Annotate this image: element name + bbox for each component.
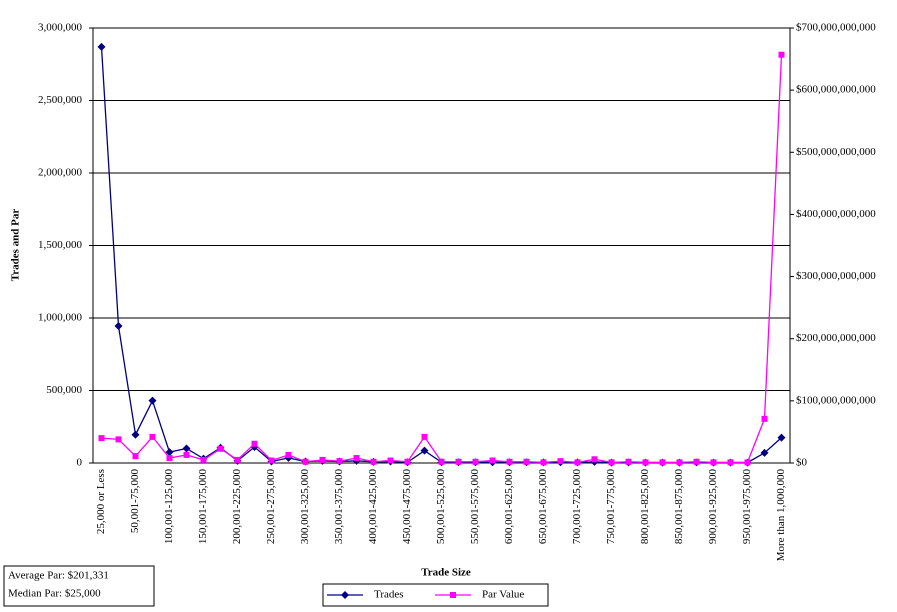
data-point — [302, 458, 309, 465]
x-tick-label: 800,001-825,000 — [639, 469, 651, 545]
data-point — [336, 458, 343, 465]
x-tick-label: 350,001-375,000 — [333, 469, 345, 545]
legend-marker — [450, 592, 456, 598]
x-tick-label: 900,001-925,000 — [707, 469, 719, 545]
data-point — [370, 458, 377, 465]
x-tick-label: 500,001-525,000 — [435, 469, 447, 545]
data-point — [455, 458, 462, 465]
data-point — [472, 458, 479, 465]
data-point — [98, 435, 105, 442]
data-point — [489, 457, 496, 464]
y2-tick-label: $100,000,000,000 — [796, 394, 876, 406]
data-point — [149, 433, 156, 440]
data-point — [387, 457, 394, 464]
data-point — [438, 458, 445, 465]
data-point — [506, 458, 513, 465]
y2-tick-label: $300,000,000,000 — [796, 270, 876, 282]
x-tick-label: 850,001-875,000 — [673, 469, 685, 545]
data-point — [114, 321, 123, 330]
data-point — [760, 448, 769, 457]
annotation: Average Par: $201,331 — [8, 570, 109, 582]
x-tick-label: 50,001-75,000 — [129, 469, 141, 534]
data-point — [353, 455, 360, 462]
data-point — [574, 459, 581, 466]
x-tick-label: 450,001-475,000 — [401, 469, 413, 545]
data-point — [540, 459, 547, 466]
y-tick-label: 2,500,000 — [38, 94, 83, 106]
data-point — [200, 456, 207, 463]
data-point — [319, 456, 326, 463]
data-point — [420, 446, 429, 455]
x-axis-title: Trade Size — [421, 567, 471, 579]
y2-tick-label: $400,000,000,000 — [796, 208, 876, 220]
x-tick-label: 650,001-675,000 — [537, 469, 549, 545]
x-tick-label: 250,001-275,000 — [265, 469, 277, 545]
x-tick-label: 600,001-625,000 — [503, 469, 515, 545]
data-point — [557, 458, 564, 465]
x-tick-label: 200,001-225,000 — [231, 469, 243, 545]
x-tick-label: More than 1,000,000 — [775, 469, 787, 562]
data-point — [693, 458, 700, 465]
x-tick-label: 100,001-125,000 — [163, 469, 175, 545]
data-point — [217, 445, 224, 452]
legend-label: Trades — [374, 589, 404, 601]
x-tick-label: 400,001-425,000 — [367, 469, 379, 545]
data-point — [744, 459, 751, 466]
data-point — [761, 415, 768, 422]
data-point — [659, 459, 666, 466]
x-tick-label: 950,001-975,000 — [741, 469, 753, 545]
y2-tick-label: $700,000,000,000 — [796, 22, 876, 34]
data-point — [591, 456, 598, 463]
series-line — [100, 46, 782, 464]
y2-tick-label: $0 — [796, 457, 808, 469]
data-point — [97, 42, 106, 51]
data-point — [148, 396, 157, 405]
data-point — [710, 459, 717, 466]
data-point — [625, 458, 632, 465]
x-tick-label: 25,000 or Less — [95, 469, 107, 534]
data-point — [523, 458, 530, 465]
y2-tick-label: $200,000,000,000 — [796, 332, 876, 344]
data-point — [676, 459, 683, 466]
x-tick-label: 700,001-725,000 — [571, 469, 583, 545]
x-tick-label: 550,001-575,000 — [469, 469, 481, 545]
data-point — [166, 455, 173, 462]
data-point — [778, 51, 785, 58]
y-tick-label: 1,500,000 — [38, 239, 83, 251]
data-point — [251, 440, 258, 447]
y2-tick-label: $500,000,000,000 — [796, 146, 876, 158]
data-point — [727, 459, 734, 466]
data-point — [183, 451, 190, 458]
data-point — [115, 436, 122, 443]
y2-tick-label: $600,000,000,000 — [796, 84, 876, 96]
data-point — [132, 453, 139, 460]
data-point — [165, 448, 174, 457]
y-axis-title: Trades and Par — [10, 209, 22, 282]
y-tick-label: 3,000,000 — [38, 22, 83, 34]
y-tick-label: 1,000,000 — [38, 312, 83, 324]
legend-label: Par Value — [482, 589, 524, 601]
series-line — [101, 54, 783, 464]
x-tick-label: 750,001-775,000 — [605, 469, 617, 545]
data-point — [285, 451, 292, 458]
data-point — [234, 456, 241, 463]
data-point — [777, 433, 786, 442]
data-point — [182, 444, 191, 453]
data-point — [404, 458, 411, 465]
annotation: Median Par: $25,000 — [8, 588, 101, 600]
y-tick-label: 0 — [77, 457, 83, 469]
data-point — [608, 459, 615, 466]
x-tick-label: 150,001-175,000 — [197, 469, 209, 545]
data-point — [642, 459, 649, 466]
data-point — [421, 433, 428, 440]
data-point — [268, 457, 275, 464]
legend-marker — [341, 591, 349, 599]
annotation-box — [3, 565, 155, 607]
y-tick-label: 500,000 — [46, 384, 82, 396]
x-tick-label: 300,001-325,000 — [299, 469, 311, 545]
data-point — [131, 430, 140, 439]
y-tick-label: 2,000,000 — [38, 167, 83, 179]
